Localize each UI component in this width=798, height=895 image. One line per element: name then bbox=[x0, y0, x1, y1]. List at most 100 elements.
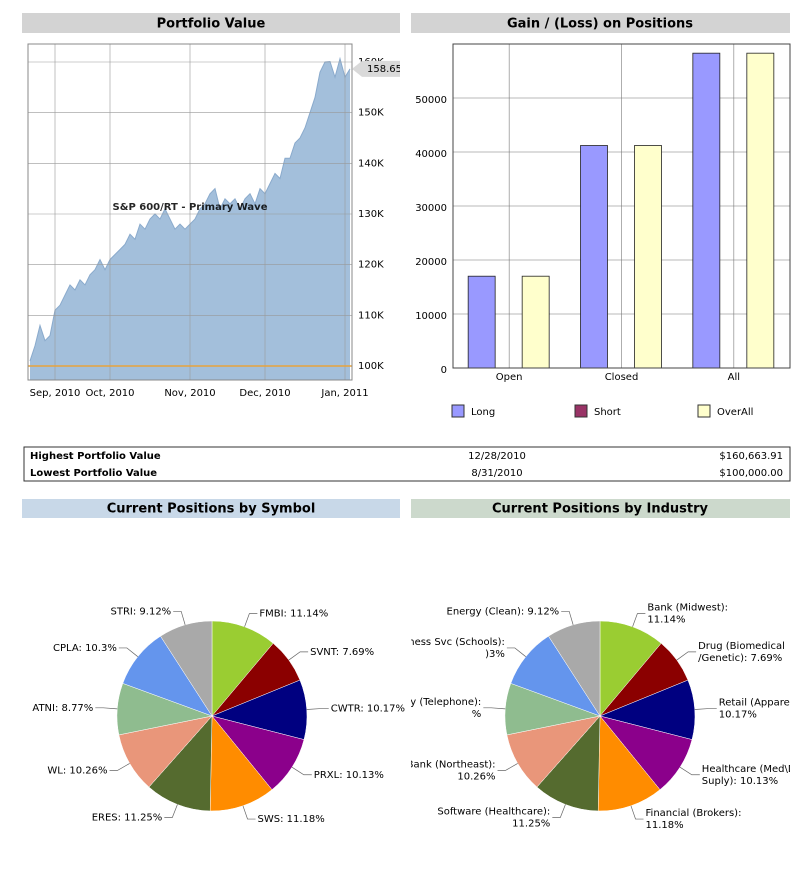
industry-pie: Bank (Midwest):11.14% Drug (Biomedical/Ge… bbox=[394, 603, 796, 831]
leader-line bbox=[306, 708, 329, 710]
slice-label: 11.14% bbox=[647, 615, 685, 626]
leader-line bbox=[552, 804, 566, 818]
pie-slice bbox=[536, 715, 601, 812]
legend-label: Short bbox=[594, 407, 621, 418]
slice-label: Bank (Northeast): bbox=[407, 759, 496, 770]
symbol-pie: FMBI: 11.14% SVNT: 7.69% CWTR: 10.17% PRXL:… bbox=[32, 606, 405, 825]
pie-slice bbox=[160, 620, 213, 717]
bar bbox=[467, 275, 496, 369]
y-tick-label: 40000 bbox=[415, 149, 447, 160]
summary-table bbox=[23, 446, 791, 482]
panel-title: Current Positions by Industry bbox=[492, 502, 709, 517]
y-tick-label: 150K bbox=[358, 108, 384, 119]
pie-slice bbox=[148, 715, 213, 812]
y-tick-label: 20000 bbox=[415, 257, 447, 268]
row-date: 8/31/2010 bbox=[471, 468, 522, 479]
bar bbox=[746, 52, 775, 369]
slice-label: 10.26% bbox=[457, 771, 495, 782]
panel-title: Gain / (Loss) on Positions bbox=[507, 17, 693, 32]
leader-line bbox=[173, 611, 186, 625]
leader-line bbox=[497, 763, 518, 771]
pie-slice bbox=[597, 715, 661, 812]
leader-line bbox=[561, 611, 574, 625]
leader-line bbox=[242, 805, 256, 820]
slice-label: Financial (Brokers): bbox=[646, 808, 742, 819]
table-body: Highest Portfolio Value 12/28/2010 $160,66… bbox=[30, 451, 783, 479]
leader-line bbox=[288, 651, 309, 661]
leader-line bbox=[244, 613, 258, 627]
header-bar bbox=[22, 499, 400, 518]
bar bbox=[580, 145, 608, 369]
leader-line bbox=[632, 613, 646, 627]
x-tick-label: Sep, 2010 bbox=[30, 388, 81, 399]
bar bbox=[521, 275, 550, 369]
watermark: S&P 600/RT - Primary Wave bbox=[113, 202, 268, 213]
row-date: 12/28/2010 bbox=[468, 451, 526, 462]
slice-label: SWS: 11.18% bbox=[258, 814, 325, 825]
slice-label: 10.17% bbox=[719, 710, 757, 721]
x-tick-label: Oct, 2010 bbox=[85, 388, 134, 399]
slice-label: ATNI: 8.77% bbox=[32, 703, 93, 714]
slice-label: STRI: 9.12% bbox=[111, 606, 172, 617]
value-pointer bbox=[352, 60, 400, 77]
y-tick-label: 110K bbox=[358, 310, 384, 321]
slice-label: ty (Telephone): bbox=[406, 697, 481, 708]
slice-label: ERES: 11.25% bbox=[92, 813, 163, 824]
slice-label: 11.18% bbox=[646, 820, 684, 831]
x-tick-label: Open bbox=[496, 372, 523, 383]
y-tick-label: 30000 bbox=[415, 203, 447, 214]
slice-label: FMBI: 11.14% bbox=[259, 609, 328, 620]
header-bar bbox=[411, 13, 790, 33]
plot-border bbox=[27, 43, 353, 381]
row-value: $100,000.00 bbox=[719, 468, 783, 479]
bar bbox=[634, 145, 662, 369]
x-tick-label: Nov, 2010 bbox=[164, 388, 215, 399]
y-tick-label: 100K bbox=[358, 361, 384, 372]
bar bbox=[692, 52, 721, 369]
slice-label: PRXL: 10.13% bbox=[314, 770, 384, 781]
slice-label: % bbox=[472, 709, 482, 720]
gain-chart: 0 10000 20000 30000 40000 50000 Open Closed All L… bbox=[415, 43, 791, 418]
leader-line bbox=[95, 707, 118, 710]
leader-line bbox=[676, 651, 697, 661]
x-tick-label: Dec, 2010 bbox=[239, 388, 290, 399]
leader-line bbox=[483, 707, 506, 710]
legend-swatch bbox=[451, 404, 465, 418]
y-tick-label: 50000 bbox=[415, 95, 447, 106]
header-bar bbox=[22, 13, 400, 33]
leader-line bbox=[291, 766, 312, 776]
slice-label: 11.25% bbox=[512, 819, 550, 830]
row-label: Lowest Portfolio Value bbox=[30, 468, 157, 479]
pie-slice bbox=[211, 620, 274, 717]
slice-label: )3% bbox=[485, 649, 505, 660]
leader-line bbox=[109, 763, 130, 771]
x-tick-label: All bbox=[728, 372, 740, 383]
leader-line bbox=[118, 647, 139, 657]
slice-label: usiness Svc (Schools): bbox=[394, 637, 505, 648]
slice-label: Drug (Biomedical bbox=[698, 641, 785, 652]
legend-label: OverAll bbox=[717, 407, 753, 418]
slice-label: Retail (Apparel bbox=[719, 698, 793, 709]
slice-label: Software (Healthcare): bbox=[437, 807, 550, 818]
leader-line bbox=[694, 708, 717, 710]
legend-swatch bbox=[697, 404, 711, 418]
row-value: $160,663.91 bbox=[719, 451, 783, 462]
pie-slice bbox=[548, 620, 601, 717]
leader-line bbox=[630, 805, 644, 820]
slice-label: CPLA: 10.3% bbox=[53, 643, 117, 654]
slice-label: Healthcare (Med\D bbox=[702, 764, 796, 775]
plot-border bbox=[452, 43, 791, 369]
y-tick-label: 130K bbox=[358, 209, 384, 220]
leader-line bbox=[164, 804, 178, 818]
y-tick-label: 0 bbox=[441, 365, 447, 376]
x-tick-label: Closed bbox=[605, 372, 639, 383]
pie-slice bbox=[209, 715, 273, 812]
slice-label: Bank (Midwest): bbox=[647, 603, 728, 614]
panel-title: Current Positions by Symbol bbox=[107, 502, 316, 517]
slice-label: SVNT: 7.69% bbox=[310, 647, 374, 658]
pie-slice bbox=[599, 620, 662, 717]
y-tick-label: 10000 bbox=[415, 311, 447, 322]
value-label: 158.65 bbox=[367, 64, 402, 75]
legend-label: Long bbox=[471, 407, 495, 418]
